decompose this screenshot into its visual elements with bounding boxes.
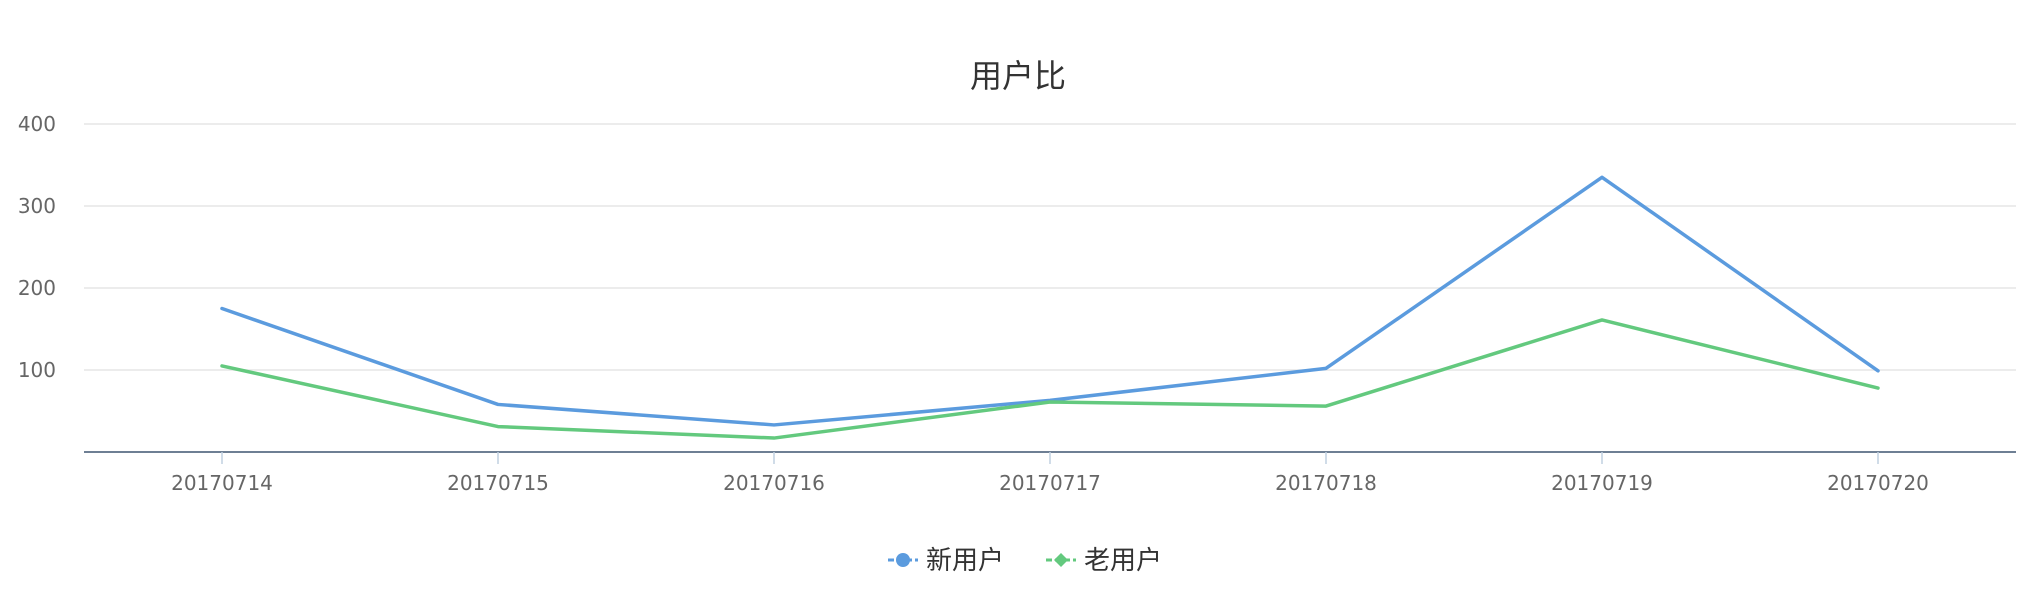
chart-title: 用户比 bbox=[970, 57, 1066, 95]
x-tick-label: 20170719 bbox=[1551, 471, 1653, 495]
series-line-1[interactable] bbox=[220, 175, 1880, 427]
series-lines bbox=[220, 175, 1880, 440]
legend-label: 老用户 bbox=[1084, 546, 1162, 576]
legend-diamond-marker-icon bbox=[1054, 553, 1068, 567]
y-tick-label: 200 bbox=[18, 276, 56, 300]
legend-item-1[interactable]: 新用户 bbox=[888, 546, 1004, 576]
x-tick-label: 20170714 bbox=[171, 471, 273, 495]
x-tick-label: 20170717 bbox=[999, 471, 1101, 495]
x-tick-label: 20170720 bbox=[1827, 471, 1929, 495]
y-tick-label: 300 bbox=[18, 194, 56, 218]
y-tick-label: 400 bbox=[18, 112, 56, 136]
axes: 100 200 300 400 20170714 20170715 20170716 2017… bbox=[18, 112, 2016, 495]
series-line-2[interactable] bbox=[220, 318, 1880, 440]
legend-label: 新用户 bbox=[926, 546, 1004, 576]
legend-circle-marker-icon bbox=[896, 553, 910, 567]
legend[interactable]: 新用户 老用户 bbox=[888, 546, 1162, 576]
x-tick-label: 20170718 bbox=[1275, 471, 1377, 495]
y-tick-label: 100 bbox=[18, 358, 56, 382]
x-tick-label: 20170716 bbox=[723, 471, 825, 495]
x-tick-label: 20170715 bbox=[447, 471, 549, 495]
grid-lines bbox=[84, 123, 2016, 371]
legend-item-2[interactable]: 老用户 bbox=[1046, 546, 1162, 576]
